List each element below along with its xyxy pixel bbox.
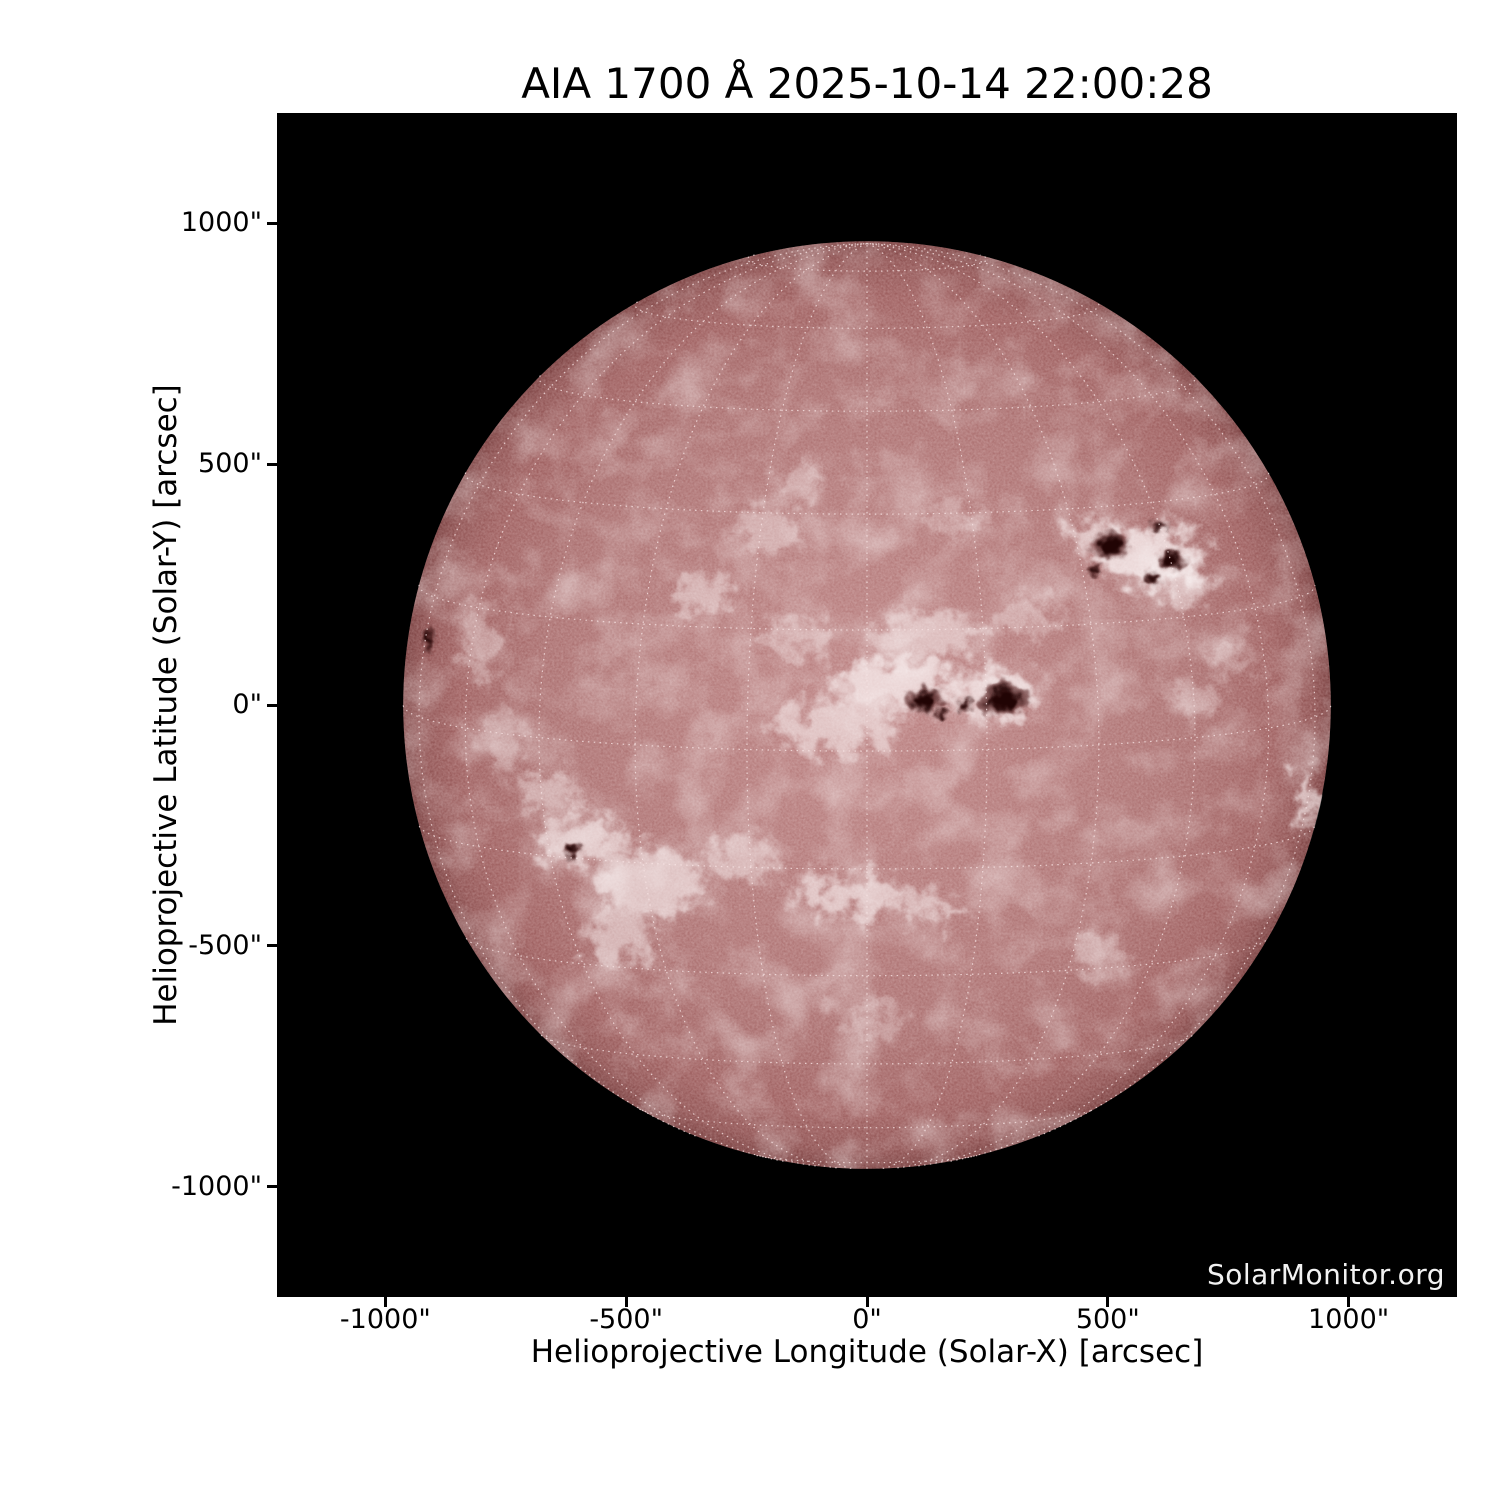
y-tick-mark [267, 221, 277, 225]
y-tick-mark [267, 703, 277, 707]
y-tick-label: 0" [232, 689, 262, 720]
x-tick-mark [383, 1297, 387, 1307]
solar-disk-image [277, 113, 1457, 1297]
y-tick-mark [267, 944, 277, 948]
y-tick-label: 1000" [180, 207, 262, 239]
y-tick-label: -1000" [171, 1170, 262, 1202]
y-tick-mark [267, 462, 277, 466]
plot-title: AIA 1700 Å 2025-10-14 22:00:28 [521, 59, 1213, 108]
x-tick-mark [624, 1297, 628, 1307]
x-axis-label: Helioprojective Longitude (Solar-X) [arc… [530, 1334, 1204, 1370]
x-tick-mark [1347, 1297, 1351, 1307]
watermark: SolarMonitor.org [1206, 1258, 1445, 1291]
x-tick-mark [865, 1297, 869, 1307]
sun-disk [403, 241, 1331, 1169]
x-tick-mark [1106, 1297, 1110, 1307]
x-tick-label: 500" [1075, 1304, 1140, 1335]
x-tick-label: -1000" [339, 1304, 431, 1335]
y-tick-label: 500" [198, 448, 262, 480]
x-tick-label: 0" [852, 1304, 882, 1335]
plot-area: SolarMonitor.org [277, 113, 1457, 1297]
y-tick-mark [267, 1185, 277, 1189]
x-tick-label: -500" [589, 1304, 664, 1335]
x-tick-label: 1000" [1308, 1304, 1390, 1335]
y-tick-label: -500" [188, 929, 262, 961]
heliographic-grid [402, 242, 1332, 1169]
